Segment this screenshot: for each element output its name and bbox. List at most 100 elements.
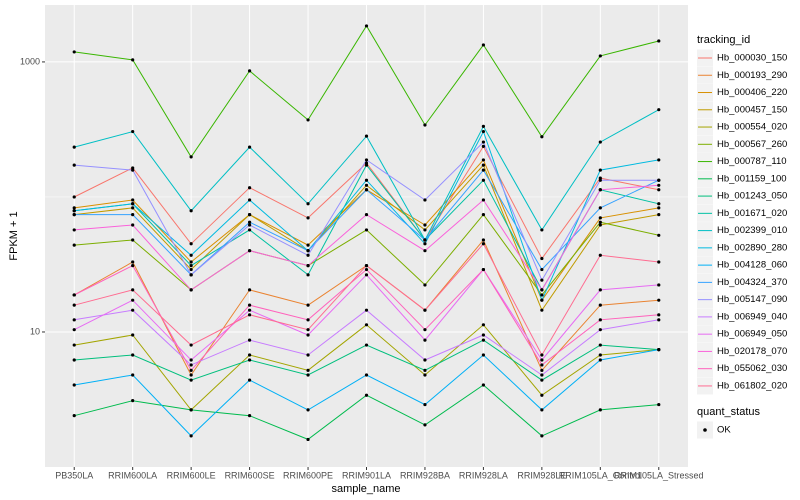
data-point — [598, 140, 602, 144]
data-point — [657, 260, 661, 264]
data-point — [306, 264, 310, 268]
data-point — [423, 238, 427, 242]
data-point — [423, 249, 427, 253]
data-point — [364, 213, 369, 217]
data-point — [364, 134, 369, 138]
data-point — [131, 238, 135, 242]
data-point — [598, 358, 602, 362]
data-point — [657, 213, 661, 217]
legend-label: Hb_000406_220 — [717, 87, 787, 98]
data-point — [247, 378, 252, 382]
data-point — [481, 238, 486, 242]
data-point — [306, 353, 310, 357]
data-point — [423, 123, 427, 127]
data-point — [306, 202, 310, 206]
data-point — [72, 318, 76, 322]
data-point — [481, 213, 486, 217]
data-point — [540, 368, 544, 372]
data-point — [657, 188, 661, 192]
data-point — [540, 288, 544, 292]
legend-label: Hb_000457_150 — [717, 104, 787, 115]
data-point — [481, 333, 486, 337]
legend-label: Hb_000030_150 — [717, 53, 787, 64]
data-point — [423, 242, 427, 246]
data-point — [364, 343, 369, 347]
legend-label: Hb_001159_100 — [717, 173, 787, 184]
data-point — [540, 298, 544, 302]
x-tick-label: RRIM105LA_Control — [559, 470, 642, 480]
data-point — [189, 242, 193, 246]
x-tick-label: RRIM600LA — [108, 470, 157, 480]
data-point — [481, 129, 486, 134]
legend-label: Hb_006949_050 — [717, 329, 787, 340]
data-point — [540, 434, 544, 438]
data-point — [131, 333, 135, 337]
data-point — [247, 308, 252, 312]
data-point — [131, 353, 135, 357]
data-point — [72, 163, 76, 167]
data-point — [72, 50, 76, 54]
x-tick-label: PB350LA — [55, 470, 93, 480]
y-tick-label: 10 — [30, 326, 40, 336]
data-point — [72, 243, 76, 247]
data-point — [540, 408, 544, 412]
x-tick-label: RRIM600SE — [225, 470, 275, 480]
data-point — [423, 338, 427, 342]
data-point — [481, 43, 486, 47]
data-point — [657, 318, 661, 322]
data-point — [364, 373, 369, 377]
data-point — [189, 267, 193, 272]
data-point — [364, 323, 369, 327]
data-point — [306, 373, 310, 377]
data-point — [540, 378, 544, 382]
data-point — [131, 213, 135, 217]
legend-label: Hb_001243_050 — [717, 191, 787, 202]
y-axis-label: FPKM + 1 — [8, 211, 20, 260]
data-point — [306, 253, 310, 257]
data-point — [72, 145, 76, 149]
data-point — [540, 256, 544, 261]
data-point — [540, 135, 544, 139]
x-tick-label: RRIM901LA — [342, 470, 391, 480]
data-point — [540, 353, 544, 357]
data-point — [598, 343, 602, 347]
data-point — [189, 288, 193, 292]
data-point — [657, 233, 661, 237]
data-point — [657, 402, 661, 407]
legend-label: Hb_002890_280 — [717, 242, 787, 253]
data-point — [306, 408, 310, 412]
data-point — [598, 188, 602, 192]
data-point — [247, 249, 252, 253]
data-point — [189, 373, 193, 377]
data-point — [189, 408, 193, 412]
data-point — [189, 155, 193, 159]
data-point — [364, 178, 369, 182]
data-point — [481, 140, 486, 144]
data-point — [306, 368, 310, 372]
data-point — [364, 24, 369, 28]
data-point — [364, 267, 369, 272]
data-point — [481, 267, 486, 272]
x-tick-label: RRIM928BA — [400, 470, 450, 480]
data-point — [657, 348, 661, 352]
data-point — [189, 264, 193, 268]
data-point — [423, 198, 427, 202]
data-point — [72, 328, 76, 332]
legend-label: Hb_002399_010 — [717, 225, 787, 236]
data-point — [481, 144, 486, 148]
data-point — [247, 220, 252, 224]
data-point — [306, 318, 310, 322]
data-point — [131, 202, 135, 206]
data-point — [598, 318, 602, 322]
legend-label: Hb_000554_020 — [717, 122, 787, 133]
data-point — [247, 213, 252, 217]
data-point — [72, 293, 76, 297]
y-tick-label: 1000 — [20, 56, 40, 66]
data-point — [540, 267, 544, 272]
data-point — [72, 228, 76, 232]
data-point — [247, 303, 252, 307]
data-point — [657, 206, 661, 210]
data-point — [189, 260, 193, 264]
data-point — [423, 373, 427, 377]
